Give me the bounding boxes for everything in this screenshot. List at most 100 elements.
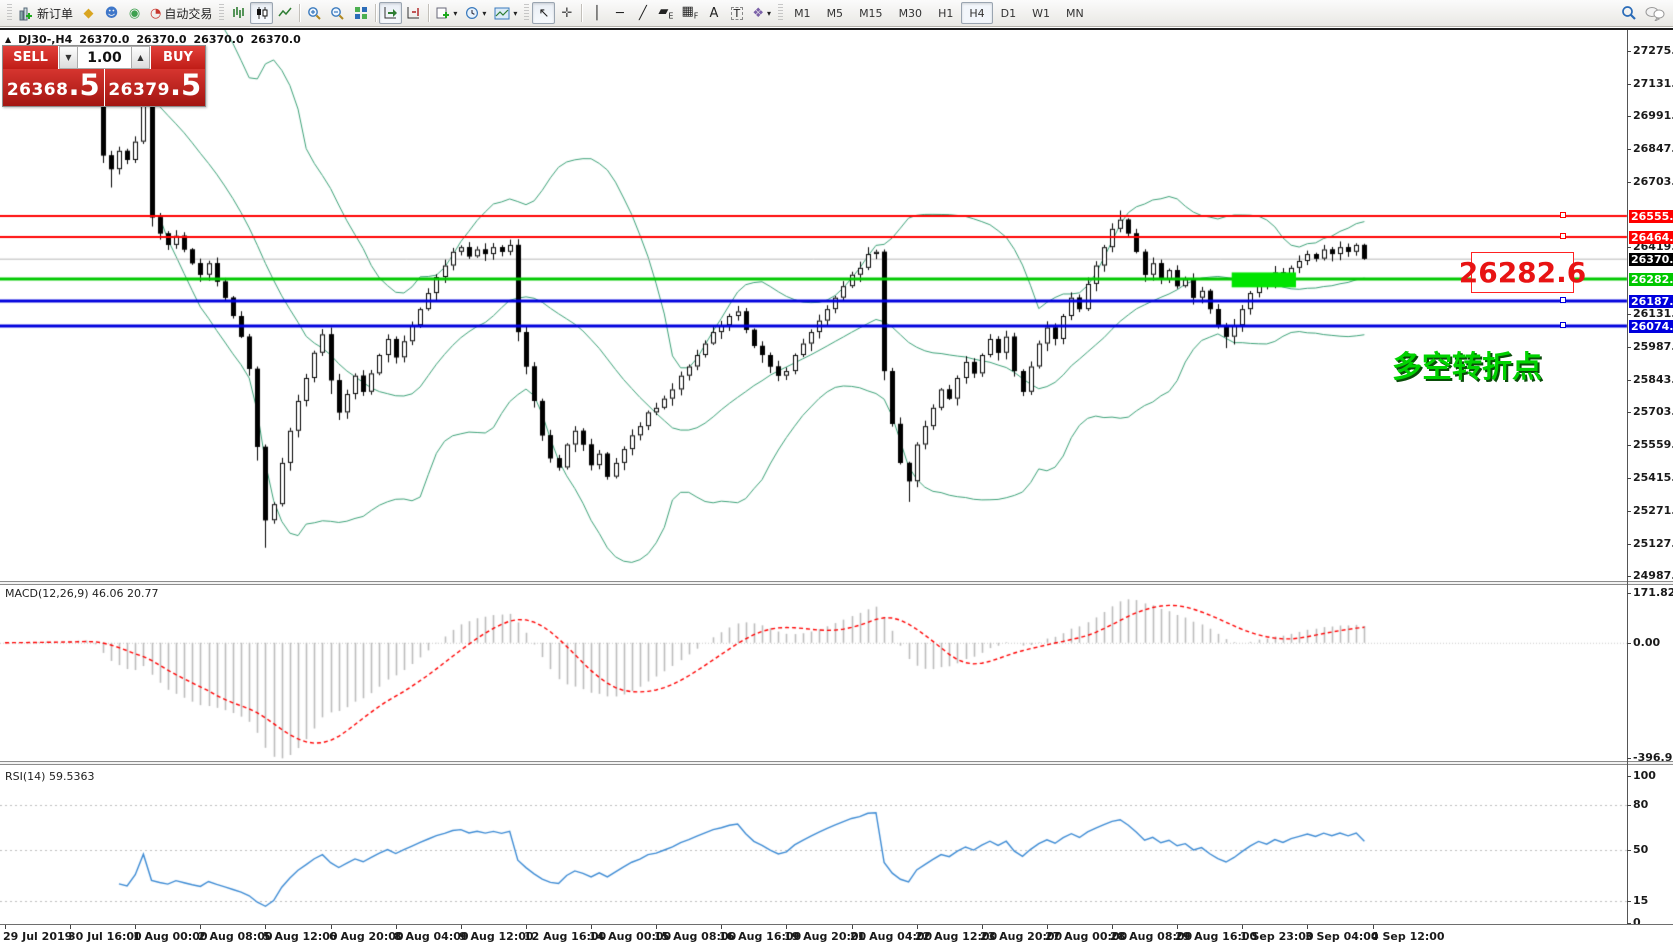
time-tick-label: 8 Aug 04:00 [394, 930, 469, 943]
toolbar-grip2[interactable] [219, 4, 225, 22]
buy-button[interactable]: BUY [150, 46, 205, 69]
line-chart-button[interactable] [273, 2, 296, 24]
vline-tool-button[interactable]: │ [585, 2, 608, 24]
price-tick [1627, 116, 1631, 117]
profile-icon: ☻ [104, 5, 119, 21]
time-tick-label: 3 Sep 04:00 [1305, 930, 1379, 943]
hline-anchor-marker [1560, 322, 1566, 328]
main-toolbar: 新订单 ◆ ☻ ◉ ◔ 自动交易 [0, 0, 1673, 27]
bar-chart-button[interactable] [227, 2, 250, 24]
candlestick-button[interactable] [250, 2, 274, 24]
time-axis[interactable]: 29 Jul 2019 30 Jul 16:00 1 Aug 00:00 2 Aug … [0, 924, 1673, 949]
signals-button[interactable]: ◉ [123, 2, 146, 24]
time-tick [852, 925, 853, 929]
macd-values: 46.06 20.77 [92, 587, 159, 600]
text-tool-button[interactable]: A [702, 2, 725, 24]
time-tick [265, 925, 266, 929]
time-tick [5, 925, 6, 929]
rsi-label: RSI(14) 59.5363 [5, 770, 95, 783]
chinese-annotation[interactable]: 多空转折点 [1392, 350, 1542, 385]
ohlc-open: 26370.0 [79, 33, 130, 46]
time-tick [1307, 925, 1308, 929]
tile-windows-button[interactable] [349, 2, 372, 24]
sell-price-frac: .5 [68, 68, 100, 102]
tf-h1-button[interactable]: H1 [938, 6, 954, 20]
new-chart-icon [436, 7, 450, 19]
search-button[interactable] [1617, 2, 1641, 24]
volume-input[interactable]: 1.00 [78, 46, 131, 69]
toolbar-grip[interactable] [7, 4, 12, 22]
time-tick-label: 4 Sep 12:00 [1371, 930, 1445, 943]
clock-icon [466, 6, 479, 20]
new-order-label: 新订单 [37, 6, 74, 21]
volume-up-button[interactable]: ▲ [131, 46, 150, 69]
rsi-pane-canvas[interactable] [0, 766, 1628, 924]
channel-icon: ▰E [658, 4, 674, 21]
hline-tool-button[interactable]: ─ [608, 2, 631, 24]
price-tick-label: 25843.0 [1633, 373, 1673, 386]
volume-down-button[interactable]: ▼ [59, 46, 78, 69]
rsi-tick-label: 80 [1633, 798, 1649, 811]
chart-shift-button[interactable] [402, 2, 425, 24]
profiles-button[interactable]: ▾ [461, 2, 490, 24]
tf-m15-button[interactable]: M15 [859, 6, 883, 20]
price-tick [1627, 511, 1631, 512]
tf-d1-button[interactable]: D1 [1000, 6, 1017, 20]
time-tick-label: 15 Aug 08:00 [654, 930, 737, 943]
candlestick-icon [256, 7, 268, 19]
cursor-tool-button[interactable]: ↖ [532, 2, 556, 24]
toolbar-grip3[interactable] [524, 4, 530, 22]
chat-button[interactable] [1641, 2, 1669, 24]
fibonacci-tool-button[interactable]: ▦F [677, 2, 702, 24]
tf-h4-button[interactable]: H4 [961, 2, 993, 24]
new-order-button[interactable]: 新订单 [15, 2, 77, 24]
autotrading-button[interactable]: ◔ 自动交易 [146, 2, 216, 24]
tf-w1-button[interactable]: W1 [1032, 6, 1050, 20]
templates-button[interactable]: ▾ [490, 2, 521, 24]
market-button[interactable]: ☻ [100, 2, 123, 24]
channel-tool-button[interactable]: ▰E [654, 2, 677, 24]
price-tick [1627, 149, 1631, 150]
toolbar-grip4[interactable] [778, 4, 784, 22]
text-label-tool-button[interactable]: T [725, 2, 748, 24]
macd-label: MACD(12,26,9) 46.06 20.77 [5, 587, 159, 600]
auto-scroll-button[interactable] [379, 2, 403, 24]
price-tick-label: 26847.0 [1633, 142, 1673, 155]
tf-m1-button[interactable]: M1 [794, 6, 811, 20]
zoom-in-button[interactable] [303, 2, 326, 24]
hline-price-label: 26555.3 [1629, 210, 1673, 223]
macd-pane-canvas[interactable] [0, 586, 1628, 761]
price-tick [1627, 380, 1631, 381]
metaeditor-button[interactable]: ◆ [77, 2, 100, 24]
time-tick-label: 6 Aug 20:00 [329, 930, 404, 943]
new-chart-button[interactable]: ▾ [432, 2, 461, 24]
hline-anchor-marker [1560, 297, 1566, 303]
price-pane-canvas[interactable] [0, 30, 1628, 581]
price-callout-box[interactable]: 26282.6 [1459, 252, 1586, 293]
trendline-tool-button[interactable]: ╱ [631, 2, 654, 24]
sell-button[interactable]: SELL [3, 46, 59, 69]
tf-m5-button[interactable]: M5 [826, 6, 844, 20]
price-tick [1627, 182, 1631, 183]
crosshair-tool-button[interactable]: ✛ [555, 2, 578, 24]
rsi-tick-label: 50 [1633, 843, 1649, 856]
tf-mn-button[interactable]: MN [1065, 6, 1084, 20]
ohlc-close: 26370.0 [250, 33, 301, 46]
macd-pane-separator[interactable] [0, 581, 1673, 585]
arrows-tool-button[interactable]: ❖ ▾ [752, 5, 772, 21]
buy-price-button[interactable]: 26379 .5 [104, 69, 205, 106]
chart-window: ▲ DJ30-,H4 26370.0 26370.0 26370.0 26370… [0, 30, 1673, 949]
macd-tick [1627, 593, 1631, 594]
time-tick-label: 22 Aug 12:00 [915, 930, 998, 943]
sell-price-button[interactable]: 26368 .5 [3, 69, 105, 106]
price-tick-label: 27275.0 [1633, 44, 1673, 57]
zoom-out-button[interactable] [326, 2, 349, 24]
window-border [0, 28, 1673, 30]
time-tick [1177, 925, 1178, 929]
signal-icon: ◉ [128, 5, 141, 21]
tf-m30-button[interactable]: M30 [898, 6, 923, 20]
chart-shift-icon [407, 7, 420, 19]
ohlc-high: 26370.0 [136, 33, 187, 46]
rsi-pane-separator[interactable] [0, 761, 1673, 765]
price-tick [1627, 314, 1631, 315]
